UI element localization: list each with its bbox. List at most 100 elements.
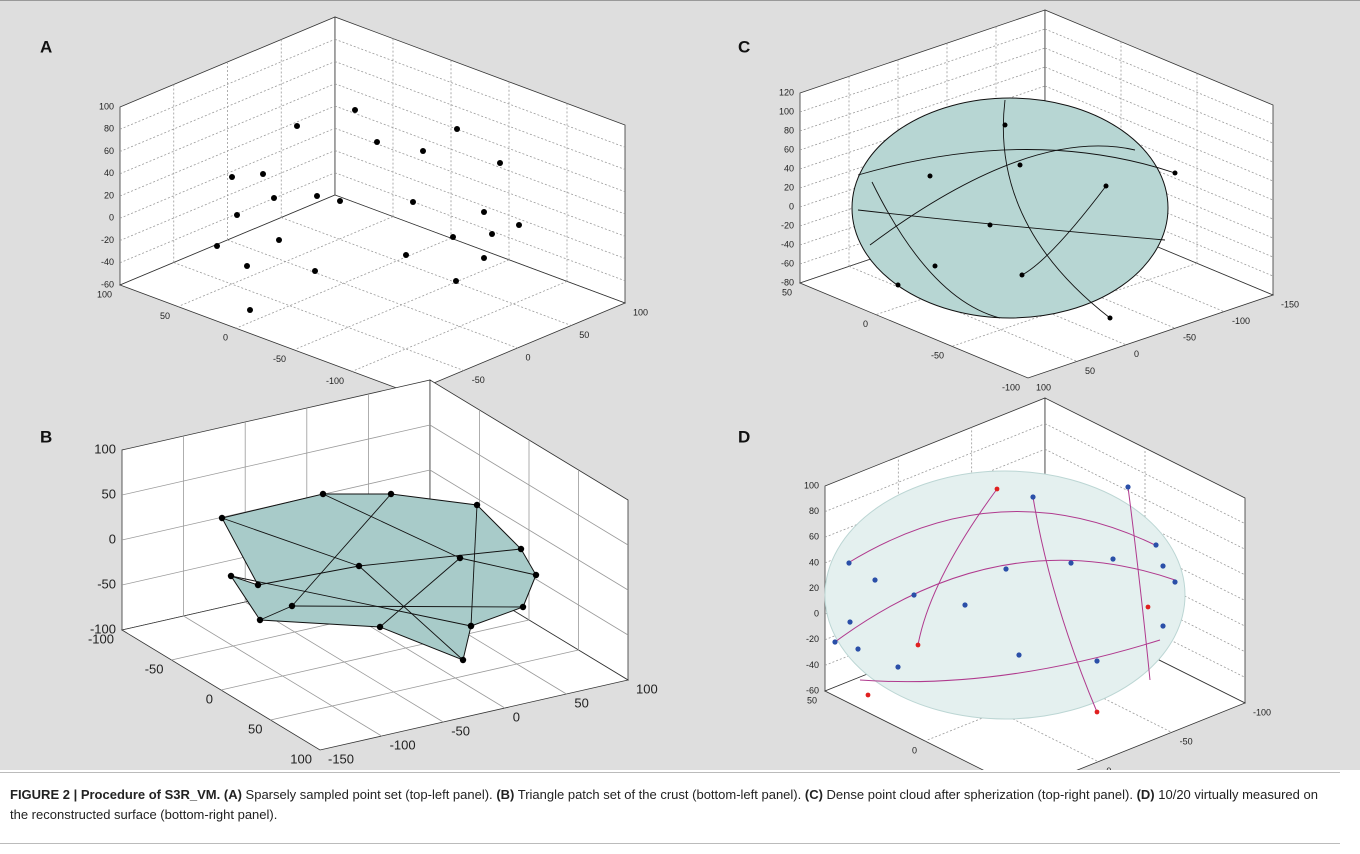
point: [481, 209, 487, 215]
z-tick-label: -60: [781, 258, 794, 268]
z-tick-label: 100: [779, 106, 794, 116]
point: [320, 491, 326, 497]
left-axis-tick-label: 50: [248, 721, 262, 736]
point: [1110, 556, 1115, 561]
z-tick-label: 20: [809, 583, 819, 593]
point: [489, 231, 495, 237]
point: [289, 603, 295, 609]
z-tick-label: -40: [781, 239, 794, 249]
left-axis-tick-label: 50: [160, 311, 170, 321]
caption-tag: (A): [224, 787, 242, 802]
point: [1173, 171, 1178, 176]
z-tick-label: 60: [784, 144, 794, 154]
left-axis-tick-label: -100: [88, 631, 114, 646]
right-axis-tick-label: -100: [1232, 316, 1250, 326]
point: [872, 577, 877, 582]
left-axis-tick-label: -100: [1002, 382, 1020, 392]
z-tick-label: -50: [97, 576, 116, 591]
point: [468, 623, 474, 629]
right-axis-tick-label: -150: [328, 751, 354, 766]
point: [847, 619, 852, 624]
right-axis-tick-label: -50: [1183, 333, 1196, 343]
point: [1153, 542, 1158, 547]
point: [214, 243, 220, 249]
point: [228, 573, 234, 579]
z-tick-label: -80: [781, 277, 794, 287]
point: [219, 515, 225, 521]
left-axis-tick-label: 50: [782, 287, 792, 297]
point: [234, 212, 240, 218]
point: [244, 263, 250, 269]
point: [520, 604, 526, 610]
point: [928, 174, 933, 179]
z-tick-label: 80: [784, 125, 794, 135]
left-axis-tick-label: 0: [912, 745, 917, 755]
z-tick-label: 80: [809, 506, 819, 516]
z-tick-label: -20: [806, 634, 819, 644]
z-tick-label: -20: [101, 235, 114, 245]
point: [247, 307, 253, 313]
point: [356, 563, 362, 569]
left-axis-tick-label: 100: [97, 289, 112, 299]
point: [533, 572, 539, 578]
point: [312, 268, 318, 274]
point: [260, 171, 266, 177]
point: [257, 617, 263, 623]
point: [1160, 563, 1165, 568]
point: [1003, 123, 1008, 128]
right-axis-tick-label: 0: [513, 709, 520, 724]
point: [832, 639, 837, 644]
caption: FIGURE 2 | Procedure of S3R_VM. (A) Spar…: [0, 772, 1340, 844]
left-axis-tick-label: 0: [223, 333, 228, 343]
point: [846, 560, 851, 565]
point: [866, 693, 871, 698]
caption-tag: (C): [805, 787, 823, 802]
right-axis-tick-label: 100: [1036, 382, 1051, 392]
right-axis-tick-label: -50: [472, 375, 485, 385]
z-tick-label: 120: [779, 87, 794, 97]
point: [1146, 605, 1151, 610]
z-tick-label: 60: [809, 532, 819, 542]
point: [420, 148, 426, 154]
right-axis-tick-label: 0: [1134, 349, 1139, 359]
point: [388, 491, 394, 497]
point: [450, 234, 456, 240]
z-tick-label: 40: [809, 557, 819, 567]
left-axis-tick-label: 100: [290, 751, 312, 766]
right-axis-tick-label: 100: [633, 307, 648, 317]
caption-text: Sparsely sampled point set (top-left pan…: [246, 787, 493, 802]
point: [403, 252, 409, 258]
point: [1108, 316, 1113, 321]
point: [460, 657, 466, 663]
z-tick-label: 100: [804, 480, 819, 490]
point: [337, 198, 343, 204]
left-axis-tick-label: -50: [145, 661, 164, 676]
panel-label: D: [738, 427, 750, 446]
point: [1095, 710, 1100, 715]
point: [896, 283, 901, 288]
z-tick-label: 100: [94, 441, 116, 456]
point: [995, 487, 1000, 492]
caption-tag: (B): [496, 787, 514, 802]
z-tick-label: 0: [109, 213, 114, 223]
point: [497, 160, 503, 166]
left-axis-tick-label: 0: [206, 691, 213, 706]
z-tick-label: 40: [784, 163, 794, 173]
point: [1104, 184, 1109, 189]
point: [481, 255, 487, 261]
right-axis-tick-label: 0: [1106, 766, 1111, 770]
point: [911, 592, 916, 597]
z-tick-label: -40: [806, 660, 819, 670]
z-tick-label: 20: [104, 190, 114, 200]
point: [1020, 273, 1025, 278]
point: [933, 264, 938, 269]
z-tick-label: 40: [104, 168, 114, 178]
right-axis-tick-label: 50: [579, 330, 589, 340]
z-tick-label: -60: [806, 685, 819, 695]
point: [916, 643, 921, 648]
z-tick-label: 50: [102, 486, 116, 501]
z-tick-label: 20: [784, 182, 794, 192]
caption-tag: (D): [1137, 787, 1155, 802]
figure: 100 80 60 40 20 0 -20 -40 -60 100 50 0 -50 -100 -150 -1…: [0, 0, 1360, 770]
point: [1018, 163, 1023, 168]
